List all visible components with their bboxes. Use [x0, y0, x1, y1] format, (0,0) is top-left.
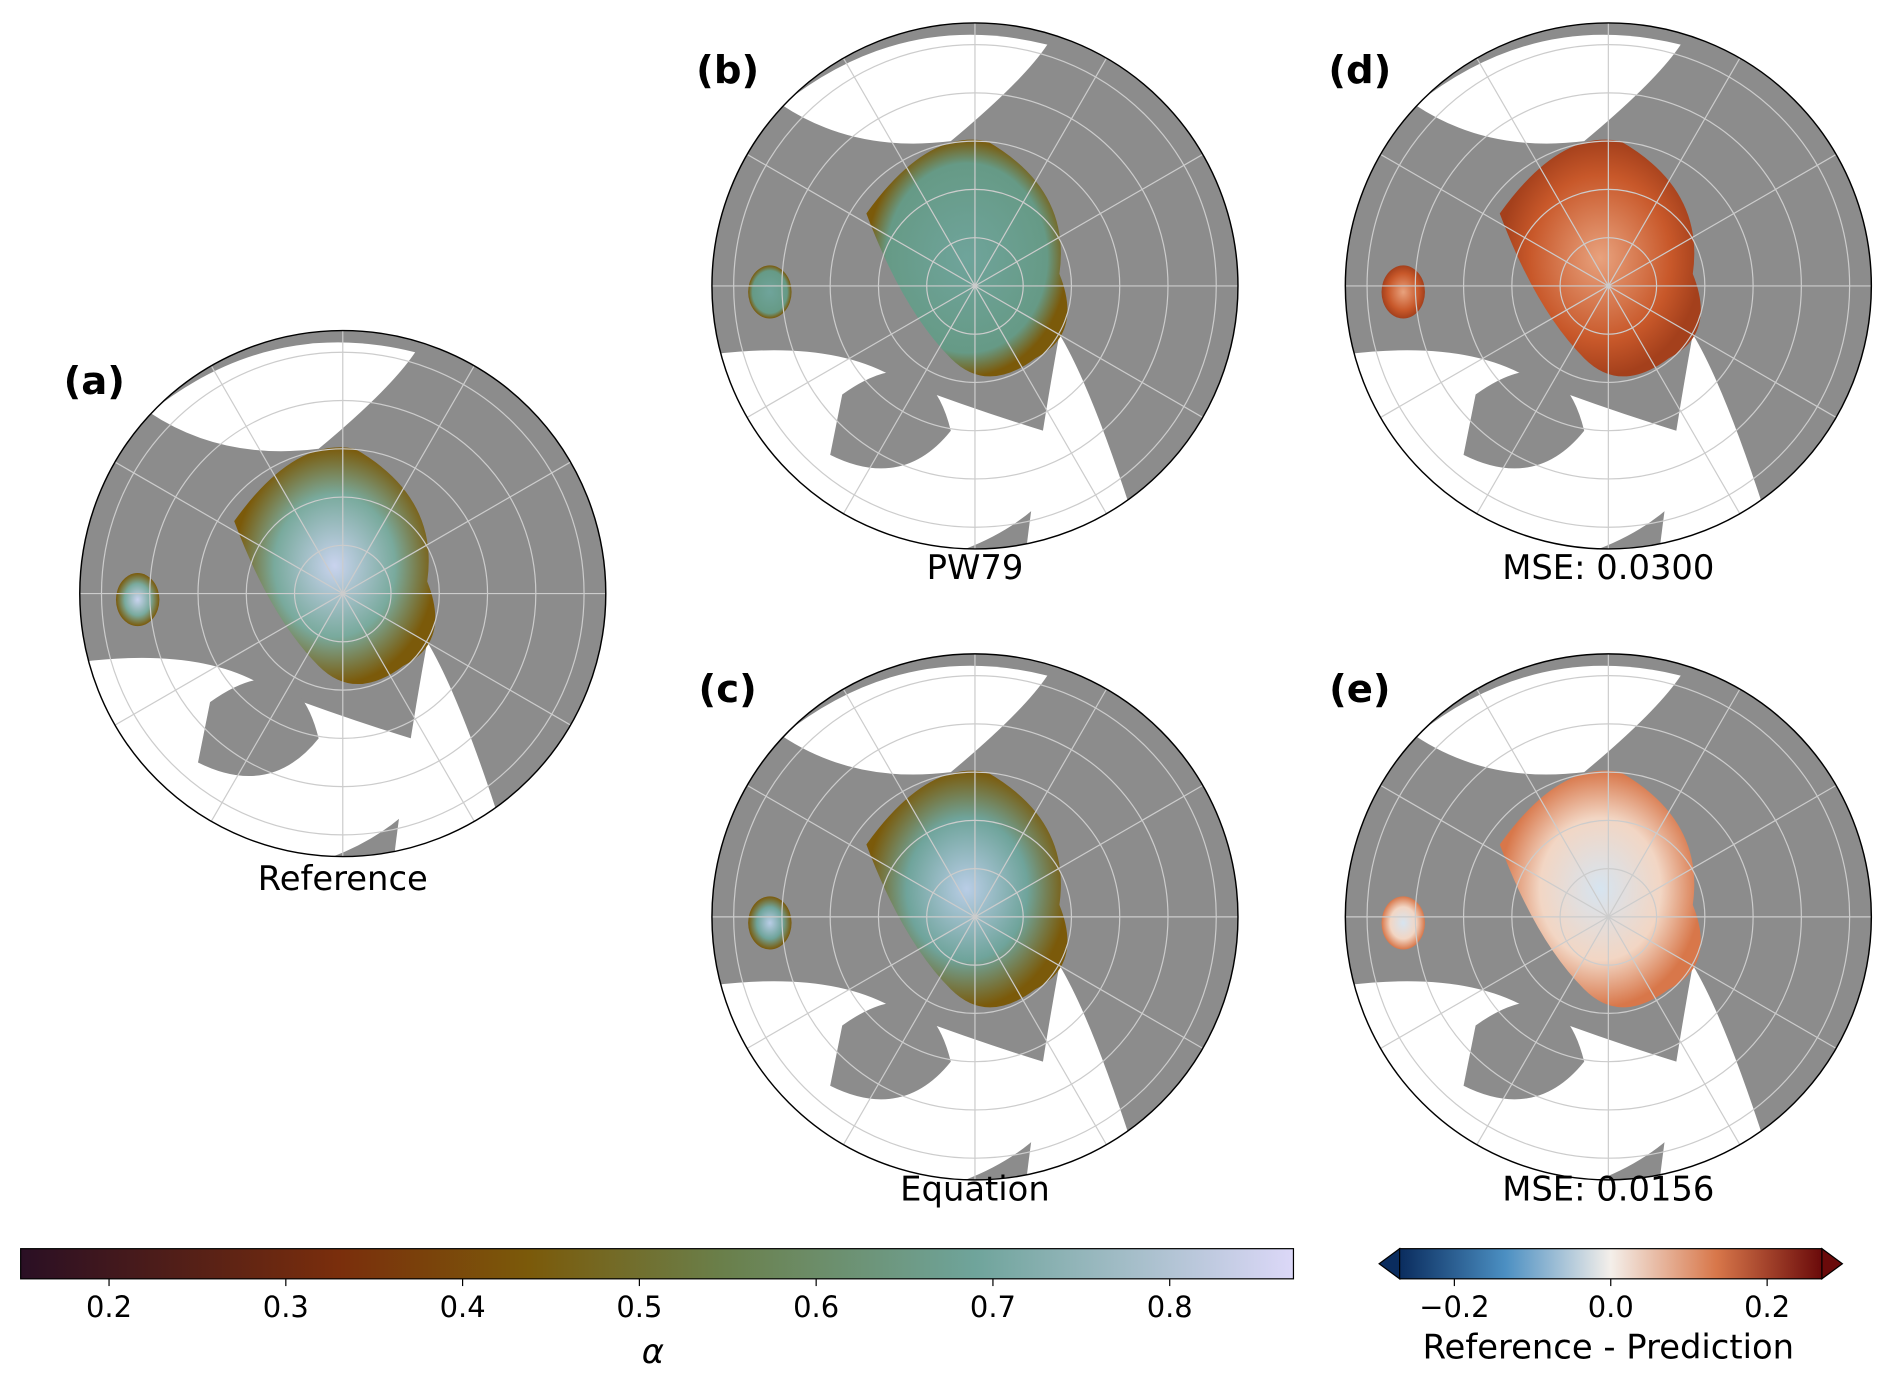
sea-ice: [748, 265, 792, 319]
map-border: [711, 22, 1239, 550]
map: [711, 22, 1239, 550]
land: [781, 665, 1048, 775]
map-border: [711, 653, 1239, 1181]
map-body: [79, 330, 606, 857]
panel-label: (a): [64, 359, 125, 404]
panel-label: (d): [1328, 48, 1391, 93]
map-border: [1344, 653, 1873, 1181]
tick-label: 0.0: [1588, 1290, 1634, 1324]
map-border: [79, 329, 607, 858]
land: [198, 678, 319, 777]
map: [1344, 653, 1873, 1181]
map-body: [1345, 653, 1872, 1180]
panel-label: (e): [1329, 667, 1390, 712]
map-border: [1344, 22, 1873, 550]
tick-label: 0.8: [1147, 1290, 1193, 1324]
tick-label: 0.7: [970, 1290, 1016, 1324]
tick-label: −0.2: [1419, 1290, 1489, 1324]
sea-ice: [1381, 265, 1425, 319]
graticule: [842, 688, 1107, 1145]
land: [1463, 1002, 1585, 1100]
map: [1344, 22, 1873, 550]
graticule: [1476, 57, 1741, 514]
map-body: [711, 653, 1238, 1180]
colorbar-label: α: [642, 1332, 664, 1371]
land: [1415, 34, 1681, 144]
tick-label: 0.6: [793, 1290, 839, 1324]
land: [149, 342, 416, 452]
panel-label: (b): [696, 48, 759, 93]
land: [1463, 371, 1585, 469]
sea-ice: [1381, 896, 1425, 950]
tick-label: 0.2: [86, 1290, 132, 1324]
map-body: [1345, 22, 1872, 549]
map-body: [711, 22, 1238, 549]
tick-label: 0.4: [440, 1290, 486, 1324]
sea-ice: [748, 896, 792, 950]
land: [781, 34, 1048, 144]
panel-caption: Equation: [900, 1169, 1050, 1208]
land: [1415, 665, 1681, 775]
panel-caption: PW79: [927, 548, 1024, 587]
tick-label: 0.2: [1744, 1290, 1790, 1324]
panel-caption: MSE: 0.0156: [1502, 1169, 1714, 1208]
graticule: [1476, 688, 1741, 1145]
colorbar-label: Reference - Prediction: [1423, 1327, 1794, 1366]
land: [830, 1002, 951, 1100]
sea-ice: [115, 573, 160, 627]
map: [711, 653, 1239, 1181]
map: [79, 329, 607, 858]
land: [830, 371, 951, 469]
graticule: [842, 57, 1107, 514]
colorbar: [1399, 1248, 1823, 1280]
tick-label: 0.3: [263, 1290, 309, 1324]
panel-caption: Reference: [258, 859, 428, 898]
panel-label: (c): [699, 667, 757, 712]
panel-caption: MSE: 0.0300: [1502, 548, 1714, 587]
tick-label: 0.5: [616, 1290, 662, 1324]
extend-low: [1378, 1247, 1401, 1281]
extend-high: [1821, 1247, 1844, 1281]
colorbar: [20, 1248, 1295, 1280]
graticule: [210, 365, 475, 822]
